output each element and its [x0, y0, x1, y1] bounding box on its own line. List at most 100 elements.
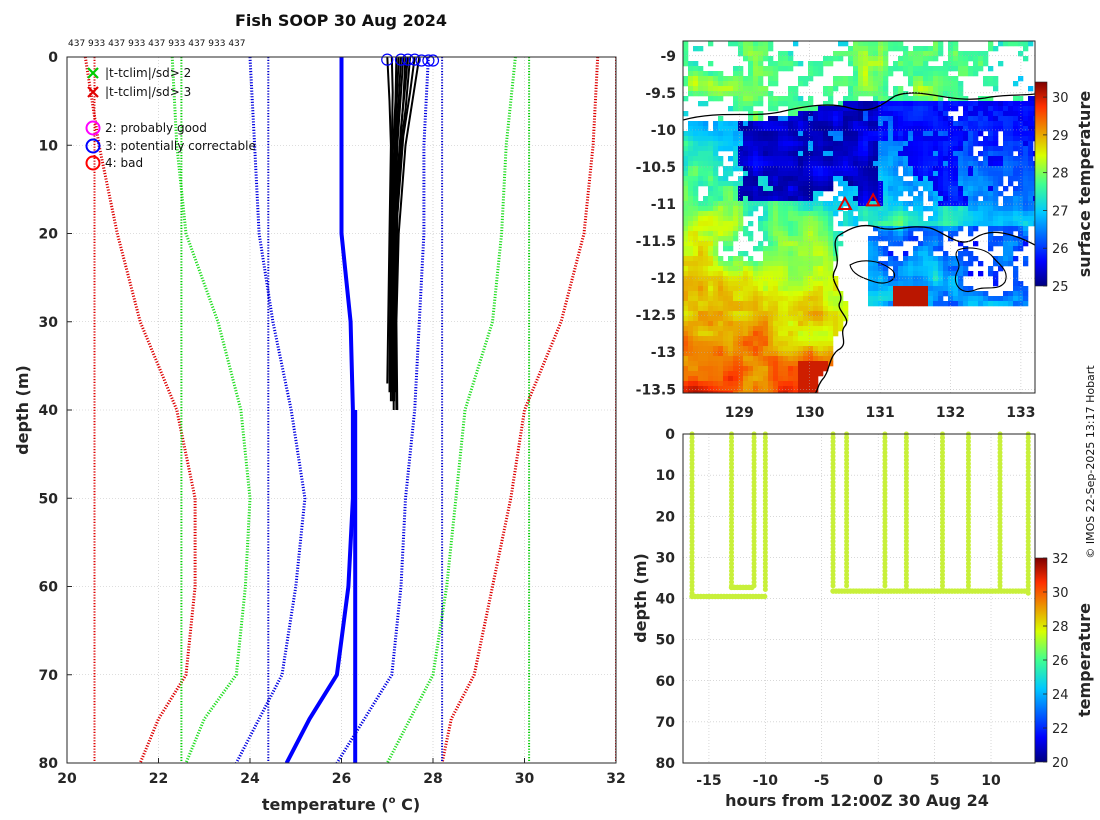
sst-pixel	[823, 221, 829, 227]
sst-pixel	[878, 271, 884, 277]
sst-pixel	[798, 181, 804, 187]
sst-pixel	[773, 366, 779, 372]
sst-pixel	[693, 241, 699, 247]
sst-pixel	[778, 251, 784, 257]
sst-pixel	[758, 91, 764, 97]
sst-pixel	[993, 46, 999, 52]
sst-pixel	[808, 356, 814, 362]
sst-pixel	[958, 61, 964, 67]
sst-pixel	[803, 76, 809, 82]
sst-pixel	[793, 156, 799, 162]
sst-pixel	[688, 371, 694, 377]
sst-pixel	[833, 136, 839, 142]
profile-casts	[386, 56, 421, 411]
sst-pixel	[808, 321, 814, 327]
sst-pixel	[1013, 116, 1019, 122]
sst-pixel	[923, 171, 929, 177]
sst-pixel	[773, 116, 779, 122]
sst-pixel	[803, 386, 809, 392]
sst-pixel	[993, 261, 999, 267]
sst-pixel	[798, 306, 804, 312]
sst-pixel	[838, 156, 844, 162]
sst-pixel	[778, 116, 784, 122]
sst-pixel	[808, 266, 814, 272]
sst-pixel	[738, 141, 744, 147]
sst-pixel	[948, 206, 954, 212]
sst-pixel	[928, 96, 934, 102]
sst-pixel	[703, 341, 709, 347]
profile-y-tick-label: 70	[39, 668, 59, 684]
sst-pixel	[848, 56, 854, 62]
sst-pixel	[718, 206, 724, 212]
sst-pixel	[703, 86, 709, 92]
sst-pixel	[788, 326, 794, 332]
sst-pixel	[843, 211, 849, 217]
sst-pixel	[778, 376, 784, 382]
sst-pixel	[698, 336, 704, 342]
sst-pixel	[953, 86, 959, 92]
sst-pixel	[773, 211, 779, 217]
sst-pixel	[983, 206, 989, 212]
sst-pixel	[753, 306, 759, 312]
sst-pixel	[993, 301, 999, 307]
sst-pixel	[963, 51, 969, 57]
sst-pixel	[753, 121, 759, 127]
sst-pixel	[993, 106, 999, 112]
sst-pixel	[958, 256, 964, 262]
sst-pixel	[728, 166, 734, 172]
sst-pixel	[848, 121, 854, 127]
sst-pixel	[1018, 111, 1024, 117]
sst-pixel	[738, 341, 744, 347]
sst-pixel	[783, 351, 789, 357]
sst-pixel	[793, 191, 799, 197]
sst-pixel	[813, 156, 819, 162]
sst-pixel	[693, 346, 699, 352]
sst-pixel	[863, 106, 869, 112]
sst-pixel	[983, 301, 989, 307]
sst-pixel	[983, 171, 989, 177]
sst-pixel	[728, 171, 734, 177]
sst-pixel	[893, 161, 899, 167]
sst-pixel	[903, 136, 909, 142]
sst-pixel	[723, 126, 729, 132]
sst-pixel	[863, 166, 869, 172]
sst-pixel	[963, 206, 969, 212]
sst-pixel	[868, 166, 874, 172]
sst-pixel	[733, 156, 739, 162]
sst-pixel	[983, 216, 989, 222]
sst-pixel	[828, 151, 834, 157]
sst-pixel	[713, 331, 719, 337]
sst-pixel	[748, 111, 754, 117]
sst-pixel	[768, 96, 774, 102]
sst-pixel	[933, 41, 939, 47]
sst-pixel	[1023, 131, 1029, 137]
sst-pixel	[763, 361, 769, 367]
sst-pixel	[908, 131, 914, 137]
sst-pixel	[753, 101, 759, 107]
sst-pixel	[913, 286, 919, 292]
sst-pixel	[763, 186, 769, 192]
sst-pixel	[1018, 166, 1024, 172]
sst-pixel	[758, 286, 764, 292]
sst-pixel	[813, 281, 819, 287]
sst-pixel	[793, 336, 799, 342]
sst-pixel	[818, 276, 824, 282]
sst-pixel	[778, 101, 784, 107]
sst-pixel	[1008, 101, 1014, 107]
sst-pixel	[743, 251, 749, 257]
sst-pixel	[743, 41, 749, 47]
sst-pixel	[808, 391, 814, 393]
sst-pixel	[1028, 126, 1034, 132]
sst-pixel	[683, 146, 689, 152]
sst-pixel	[813, 266, 819, 272]
sst-pixel	[763, 201, 769, 207]
sst-pixel	[993, 86, 999, 92]
sst-pixel	[763, 371, 769, 377]
sst-pixel	[803, 121, 809, 127]
sst-pixel	[1008, 121, 1014, 127]
sst-pixel	[903, 286, 909, 292]
sst-pixel	[818, 326, 824, 332]
sst-pixel	[748, 116, 754, 122]
sst-pixel	[893, 151, 899, 157]
